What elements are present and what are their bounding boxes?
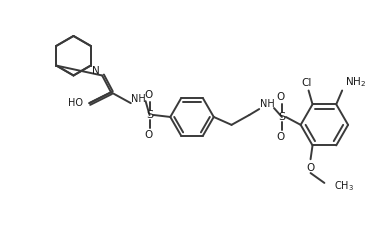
Text: Cl: Cl bbox=[301, 78, 312, 88]
Text: NH: NH bbox=[260, 99, 274, 109]
Text: O: O bbox=[144, 90, 153, 100]
Text: CH$_3$: CH$_3$ bbox=[334, 179, 354, 193]
Text: NH: NH bbox=[131, 94, 146, 104]
Text: O: O bbox=[277, 92, 285, 102]
Text: NH$_2$: NH$_2$ bbox=[345, 76, 367, 89]
Text: S: S bbox=[278, 112, 286, 122]
Text: O: O bbox=[277, 132, 285, 142]
Text: HO: HO bbox=[68, 98, 83, 108]
Text: O: O bbox=[307, 163, 315, 173]
Text: S: S bbox=[146, 110, 153, 120]
Text: N: N bbox=[92, 66, 100, 76]
Text: O: O bbox=[144, 130, 153, 140]
